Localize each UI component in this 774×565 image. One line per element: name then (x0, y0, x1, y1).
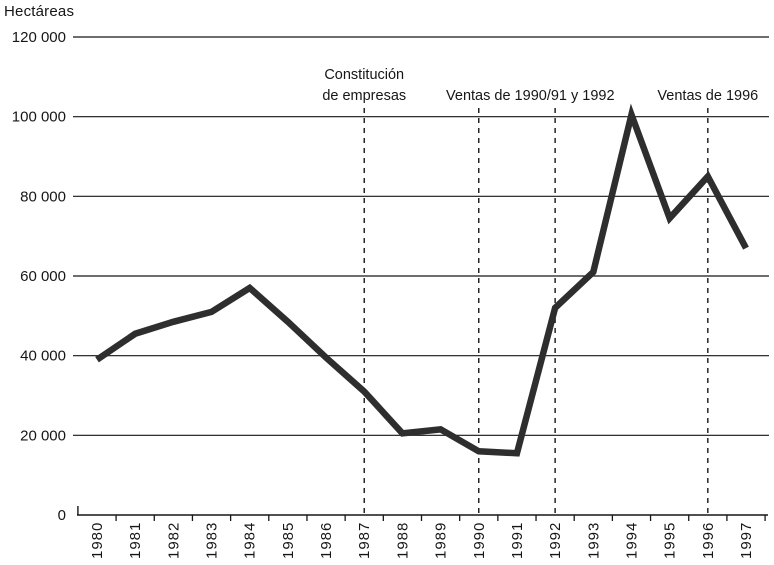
x-tick-label-1990: 1990 (471, 522, 488, 559)
x-tick-label-1981: 1981 (127, 522, 144, 559)
x-tick-label-1985: 1985 (280, 522, 297, 559)
x-tick-label-1987: 1987 (356, 522, 373, 559)
y-tick-label: 60 000 (20, 268, 66, 285)
x-tick-label-1997: 1997 (738, 522, 755, 559)
x-tick-label-1983: 1983 (204, 522, 221, 559)
x-tick-label-1988: 1988 (394, 522, 411, 559)
y-axis-title: Hectáreas (4, 3, 75, 20)
data-line-series (95, 103, 749, 457)
x-tick-label-1984: 1984 (242, 522, 259, 559)
x-tick-label-1992: 1992 (547, 522, 564, 559)
y-tick-label: 120 000 (12, 29, 66, 46)
annotation-label-0-line-0: Constitución (324, 67, 404, 83)
x-tick-label-1982: 1982 (165, 522, 182, 559)
x-tick-label-1994: 1994 (623, 522, 640, 559)
y-tick-label: 40 000 (20, 348, 66, 365)
x-tick-label-1989: 1989 (433, 522, 450, 559)
annotation-label-1-line-0: Ventas de 1990/91 y 1992 (446, 88, 615, 104)
x-tick-label-1993: 1993 (585, 522, 602, 559)
y-tick-label: 0 (58, 507, 66, 524)
annotation-label-2-line-0: Ventas de 1996 (657, 88, 758, 104)
x-tick-label-1995: 1995 (662, 522, 679, 559)
x-tick-label-1996: 1996 (700, 522, 717, 559)
x-tick-label-1980: 1980 (89, 522, 106, 559)
x-tick-label-1986: 1986 (318, 522, 335, 559)
y-tick-label: 80 000 (20, 188, 66, 205)
x-tick-label-1991: 1991 (509, 522, 526, 559)
y-tick-label: 100 000 (12, 109, 66, 126)
y-tick-label: 20 000 (20, 427, 66, 444)
annotation-label-0-line-1: de empresas (322, 88, 406, 104)
